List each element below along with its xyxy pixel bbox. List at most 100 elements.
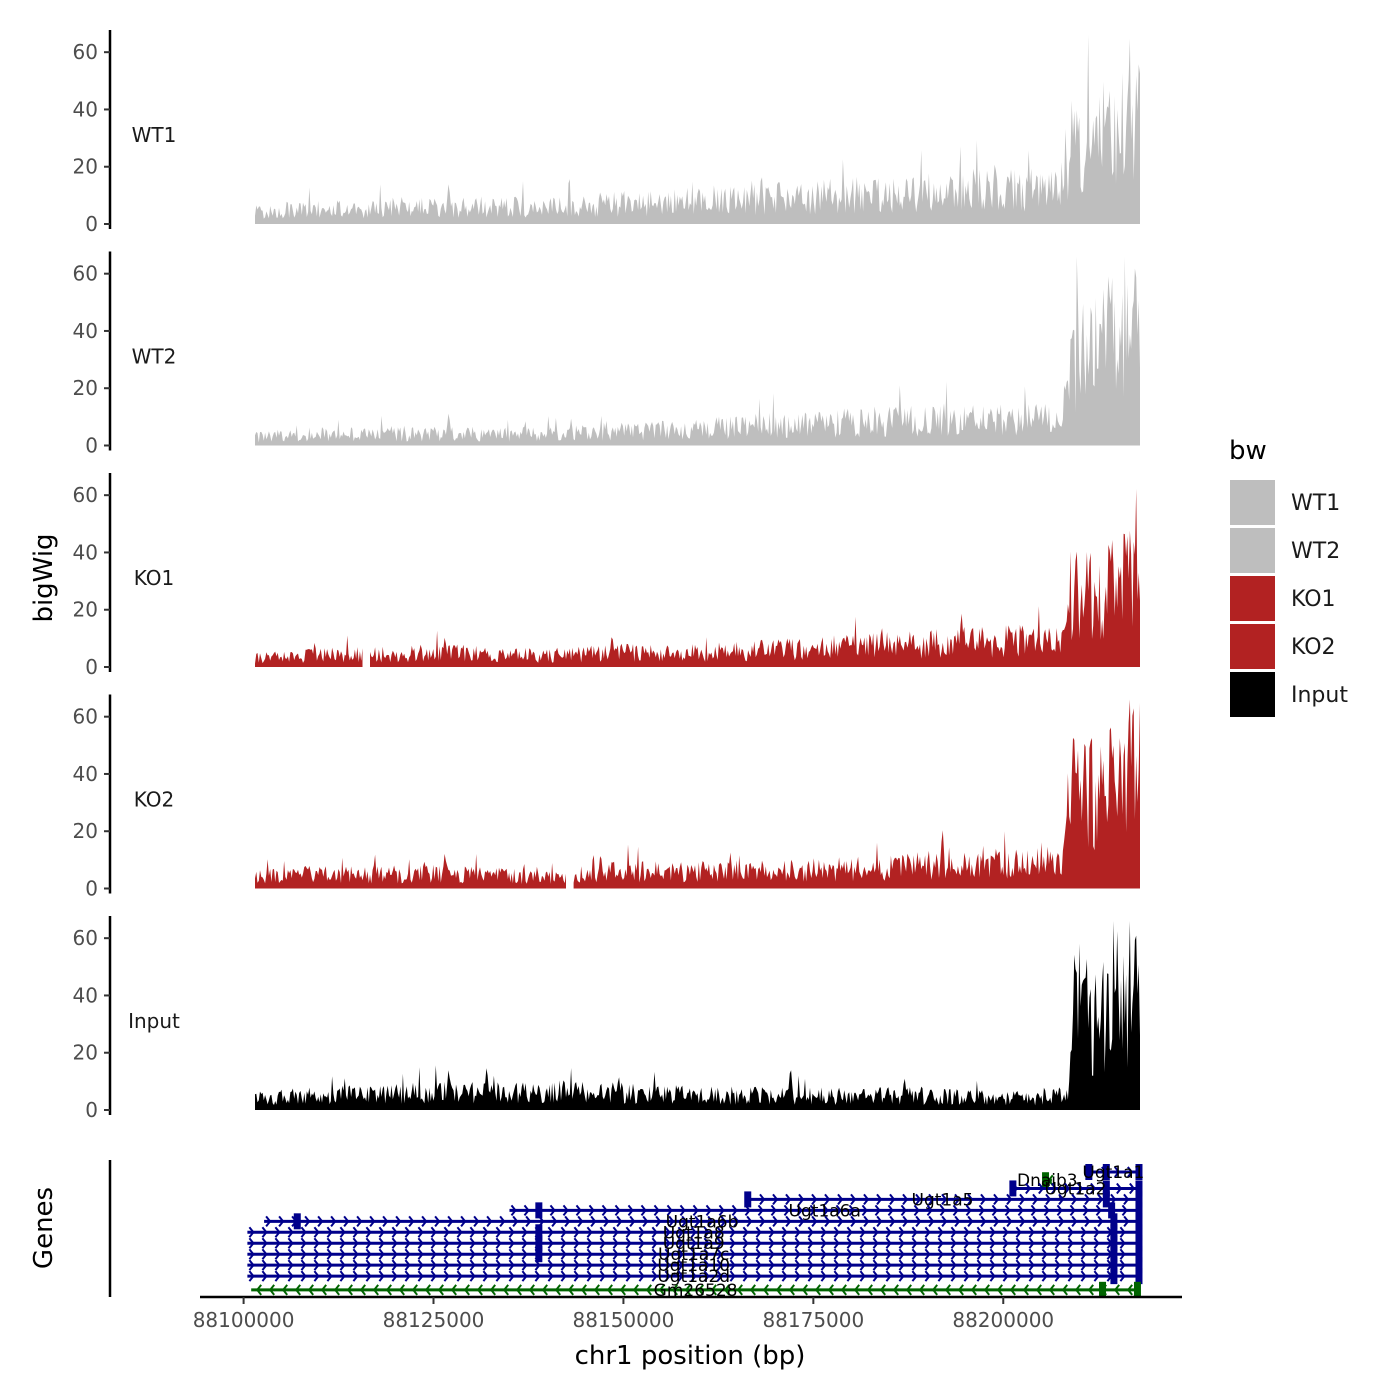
gene-ugt1a9: Ugt1a9 — [247, 1234, 1143, 1254]
legend-label-input: Input — [1291, 683, 1348, 708]
gene-ugt1a5: Ugt1a5 — [744, 1190, 1143, 1210]
track-ko1: 0 20 40 60 KO1 — [73, 473, 1140, 679]
y-tick-label: 0 — [85, 434, 98, 458]
track-input: 0 20 40 60 Input — [73, 916, 1140, 1122]
y-tick-label: 60 — [73, 926, 98, 950]
gene-ugt1a7c: Ugt1a7c — [247, 1245, 1143, 1265]
exon — [535, 1224, 543, 1241]
exon — [1135, 1191, 1143, 1208]
exon — [1135, 1268, 1143, 1285]
gene-label: Ugt1a1 — [1082, 1163, 1144, 1183]
y-tick-label: 20 — [73, 1041, 98, 1065]
exon — [1135, 1213, 1143, 1230]
strand-arrows — [248, 1259, 1126, 1271]
y-tick-label: 60 — [73, 40, 98, 64]
coverage-area-wt2 — [255, 256, 1140, 446]
exon — [1110, 1257, 1118, 1274]
track-wt2: 0 20 40 60 WT2 — [73, 251, 1140, 458]
gene-dnajb3: Dnajb3 — [1017, 1171, 1078, 1191]
y-tick-label: 40 — [73, 319, 98, 343]
gene-label: Ugt1a6b — [666, 1212, 739, 1232]
legend-key-ko2 — [1230, 624, 1275, 669]
coverage-tracks: 0 20 40 60 WT1 0 20 40 60 WT2 0 20 40 60 KO1 0 20 40 60 KO2… — [73, 30, 1140, 1122]
exon — [535, 1235, 543, 1252]
gene-ugt1a6b: Ugt1a6b — [264, 1212, 1143, 1232]
y-tick-label: 0 — [85, 212, 98, 236]
exon — [1102, 1191, 1110, 1208]
gene-label: Ugt1a6a — [789, 1201, 861, 1221]
y-tick-label: 40 — [73, 540, 98, 564]
exon — [1110, 1213, 1118, 1230]
y-tick-label: 60 — [73, 705, 98, 729]
exon — [1133, 1281, 1141, 1298]
exon — [1042, 1172, 1050, 1189]
coverage-area-input — [255, 921, 1140, 1110]
track-label-ko2: KO2 — [134, 788, 175, 812]
y-tick-label: 20 — [73, 598, 98, 622]
x-axis-title: chr1 position (bp) — [575, 1341, 806, 1371]
gene-ugt1a6a: Ugt1a6a — [509, 1201, 1143, 1221]
y-tick-label: 40 — [73, 983, 98, 1007]
x-tick-label: 88200000 — [952, 1308, 1054, 1332]
gene-label: Dnajb3 — [1017, 1171, 1078, 1191]
gene-ugt1a8: Ugt1a8 — [247, 1223, 1143, 1243]
exon — [535, 1246, 543, 1263]
track-wt1: 0 20 40 60 WT1 — [73, 30, 1140, 236]
x-tick-label: 88125000 — [383, 1308, 485, 1332]
exon — [1099, 1281, 1107, 1298]
track-label-wt2: WT2 — [132, 345, 177, 369]
exon — [1135, 1257, 1143, 1274]
x-tick-label: 88100000 — [193, 1308, 295, 1332]
exon — [1135, 1246, 1143, 1263]
exon — [1135, 1224, 1143, 1241]
legend-label-wt2: WT2 — [1291, 539, 1340, 564]
legend-title: bw — [1229, 436, 1267, 466]
y-tick-label: 40 — [73, 762, 98, 786]
y-tick-label: 20 — [73, 376, 98, 400]
legend-key-input — [1230, 672, 1275, 717]
y-tick-label: 0 — [85, 877, 98, 901]
legend-label-ko1: KO1 — [1291, 587, 1336, 612]
legend-label-wt1: WT1 — [1291, 491, 1340, 516]
strand-arrows — [248, 1270, 1126, 1282]
coverage-area-ko1 — [255, 489, 1140, 667]
x-axis: 88100000 88125000 88150000 88175000 88200000 — [193, 1295, 1182, 1332]
x-tick-label: 88150000 — [573, 1308, 675, 1332]
legend-label-ko2: KO2 — [1291, 635, 1336, 660]
gene-label: Ugt1a7c — [658, 1245, 729, 1265]
exon — [535, 1202, 543, 1219]
exon — [1135, 1180, 1143, 1197]
y-tick-label: 0 — [85, 655, 98, 679]
legend-key-ko1 — [1230, 576, 1275, 621]
y-axis-title: bigWig — [29, 533, 59, 622]
gene-label: Ugt1a10 — [657, 1256, 730, 1276]
exon — [1108, 1202, 1116, 1219]
exon — [293, 1213, 301, 1230]
gene-label: Ugt1a2d — [657, 1267, 730, 1287]
x-tick-label: 88175000 — [762, 1308, 864, 1332]
exon — [1085, 1164, 1093, 1180]
track-label-ko1: KO1 — [134, 566, 175, 590]
gene-label: Ugt1a2 — [1044, 1179, 1106, 1199]
exon — [1135, 1235, 1143, 1252]
strand-arrows — [255, 1284, 1133, 1296]
gene-ugt1a10: Ugt1a10 — [247, 1256, 1143, 1276]
gene-label: Ugt1a5 — [912, 1190, 974, 1210]
strand-arrows — [265, 1215, 1130, 1227]
genes-track-title: Genes — [29, 1187, 59, 1269]
legend-key-wt1 — [1230, 480, 1275, 525]
exon — [1110, 1224, 1118, 1241]
exon — [1135, 1164, 1143, 1180]
legend: bw WT1 WT2 KO1 KO2 Input — [1229, 436, 1348, 717]
track-label-input: Input — [128, 1009, 180, 1033]
y-tick-label: 60 — [73, 483, 98, 507]
track-label-wt1: WT1 — [132, 123, 177, 147]
track-ko2: 0 20 40 60 KO2 — [73, 694, 1140, 901]
exon — [1135, 1202, 1143, 1219]
y-tick-label: 20 — [73, 155, 98, 179]
gene-label: Ugt1a8 — [663, 1223, 725, 1243]
gene-ugt1a2d: Ugt1a2d — [247, 1267, 1143, 1287]
exon — [1102, 1164, 1110, 1180]
